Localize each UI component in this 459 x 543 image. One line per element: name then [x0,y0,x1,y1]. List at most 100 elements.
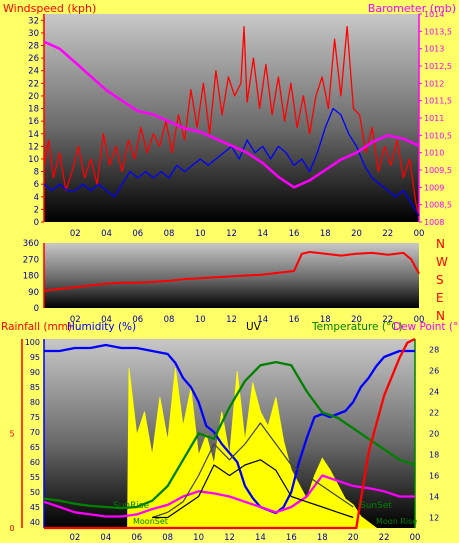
temperature-tick-14: 14 [429,493,439,502]
humidity-tick-75: 75 [30,413,40,422]
climate-x-tick-14: 14 [255,533,266,543]
temperature-tick-18: 18 [429,451,439,460]
climate-x-tick-10: 10 [193,533,204,543]
direction-tick-180: 180 [23,272,39,282]
windspeed-x-tick-18: 18 [320,229,331,239]
temperature-tick-28: 28 [429,346,439,355]
windspeed-x-tick-06: 06 [132,229,143,239]
climate-series-line-rainfall [44,337,416,530]
direction-x-tick-18: 18 [320,315,331,325]
barometer-tick-1013: 1013 [424,45,444,54]
windspeed-x-tick-12: 12 [226,229,237,239]
climate-x-tick-12: 12 [224,533,235,543]
climate-series-line-dark-2 [152,459,354,519]
humidity-tick-65: 65 [30,443,40,452]
climate-x-tick-16: 16 [286,533,297,543]
windspeed-x-tick-22: 22 [382,229,393,239]
direction-x-tick-14: 14 [257,315,268,325]
barometer-tick-1008: 1008 [424,218,444,227]
barometer-axis-label: Barometer (mb) [368,2,456,15]
windspeed-x-tick-02: 02 [70,229,81,239]
direction-x-tick-12: 12 [226,315,237,325]
windspeed-tick-10: 10 [28,155,39,165]
windspeed-tick-6: 6 [34,180,39,190]
rainfall-tick-5: 5 [9,430,14,439]
climate-series-line-temperature [43,360,416,510]
rainfall-axis-label: Rainfall (mm) [1,321,72,333]
direction-x-tick-02: 02 [70,315,81,325]
windspeed-tick-16: 16 [28,117,39,127]
climate-series-line-dew-point [43,474,415,518]
windspeed-x-tick-14: 14 [257,229,268,239]
windspeed-x-tick-16: 16 [289,229,300,239]
climate-x-tick-04: 04 [100,533,111,543]
windspeed-tick-30: 30 [28,29,39,39]
windspeed-tick-12: 12 [28,142,39,152]
barometer-tick-1010: 1010 [424,149,444,158]
compass-label-S: S [436,273,444,287]
humidity-tick-60: 60 [30,458,40,467]
sunset-marker-label: SunSet [360,501,392,511]
compass-label-W: W [436,255,448,269]
humidity-tick-45: 45 [30,503,40,512]
direction-x-tick-22: 22 [382,315,393,325]
climate-x-tick-02: 02 [70,533,81,543]
windspeed-series-line-0 [43,25,420,216]
direction-tick-360: 360 [23,239,39,249]
windspeed-x-tick-00: 00 [414,229,425,239]
windspeed-tick-20: 20 [28,92,39,102]
windspeed-plot-area [44,14,419,222]
direction-tick-0: 0 [34,304,39,314]
barometer-tick-1013,5: 1013,5 [424,27,452,36]
barometer-tick-1009: 1009 [424,183,444,192]
barometer-tick-1009,5: 1009,5 [424,166,452,175]
direction-tick-90: 90 [28,288,39,298]
moonrise-marker-label: Moon Rise [376,517,417,526]
rainfall-tick-0: 0 [9,524,14,533]
direction-tick-270: 270 [23,255,39,265]
humidity-tick-80: 80 [30,398,40,407]
compass-label-N: N [436,237,445,251]
temperature-tick-12: 12 [429,514,439,523]
climate-x-tick-00: 00 [410,533,421,543]
windspeed-tick-8: 8 [34,168,39,178]
humidity-tick-70: 70 [30,428,40,437]
compass-label-N: N [436,309,445,323]
humidity-tick-90: 90 [30,368,40,377]
barometer-tick-1012,5: 1012,5 [424,62,452,71]
temperature-axis-label: Temperature (°C) [311,321,403,333]
windspeed-tick-2: 2 [34,205,39,215]
windspeed-tick-18: 18 [28,105,39,115]
barometer-tick-1011: 1011 [424,114,444,123]
climate-series-line-dark-1 [152,422,354,519]
humidity-tick-50: 50 [30,488,40,497]
windspeed-tick-28: 28 [28,42,39,52]
windspeed-axis-label: Windspeed (kph) [3,2,96,15]
compass-label-E: E [436,291,444,305]
dewpoint-axis-label: Dew Point (°C) [393,321,459,333]
moonset-marker-label: MoonSet [133,517,168,526]
direction-x-tick-20: 20 [351,315,362,325]
windspeed-tick-32: 32 [28,16,39,26]
humidity-axis-label: Humidity (%) [67,321,136,333]
direction-x-tick-08: 08 [164,315,175,325]
barometer-tick-1011,5: 1011,5 [424,97,452,106]
humidity-tick-55: 55 [30,473,40,482]
humidity-tick-85: 85 [30,383,40,392]
windspeed-series-line-2 [43,40,420,189]
temperature-tick-22: 22 [429,409,439,418]
windspeed-tick-14: 14 [28,130,39,140]
climate-x-tick-18: 18 [317,533,328,543]
wind-direction-line-0 [43,251,420,292]
barometer-tick-1014: 1014 [424,10,444,19]
climate-x-tick-08: 08 [162,533,173,543]
windspeed-tick-26: 26 [28,54,39,64]
climate-x-tick-06: 06 [131,533,142,543]
climate-x-tick-22: 22 [379,533,390,543]
windspeed-x-tick-10: 10 [195,229,206,239]
barometer-tick-1008,5: 1008,5 [424,201,452,210]
direction-x-tick-10: 10 [195,315,206,325]
humidity-tick-100: 100 [25,338,40,347]
direction-x-tick-04: 04 [101,315,112,325]
